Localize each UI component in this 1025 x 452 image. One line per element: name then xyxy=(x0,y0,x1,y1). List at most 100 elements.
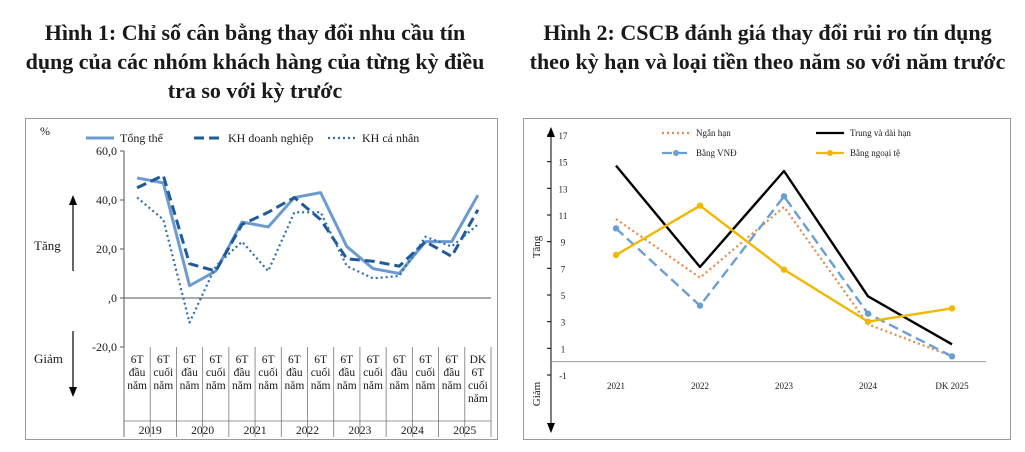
chart1-category-label: năm xyxy=(258,380,278,392)
chart1-year-label: 2020 xyxy=(191,425,214,437)
chart2-category-label: 2022 xyxy=(691,381,709,391)
chart1-category-label: 6T xyxy=(288,354,301,366)
chart1-category-label: đầu xyxy=(129,366,146,379)
chart2-ytick-label: 7 xyxy=(561,264,566,274)
chart2-category-label: 2021 xyxy=(607,381,625,391)
chart1-ytick-label: 40,0 xyxy=(96,193,117,207)
chart1-down-label: Giảm xyxy=(34,351,63,366)
chart1-year-label: 2024 xyxy=(401,425,424,437)
chart1-category-label: đầu xyxy=(339,366,356,379)
chart2-point-marker xyxy=(948,353,956,360)
chart1-ytick-label: 20,0 xyxy=(96,242,117,256)
chart1-category-label: 6T xyxy=(157,354,170,366)
chart2-point-marker xyxy=(696,302,704,309)
chart1-year-label: 2022 xyxy=(296,425,319,437)
chart2-down-label: Giảm xyxy=(531,381,543,406)
chart2-ytick-label: 17 xyxy=(559,131,569,141)
chart1-category-label: năm xyxy=(363,380,383,392)
chart1-category-label: 6T xyxy=(367,354,380,366)
chart1-year-label: 2021 xyxy=(244,425,267,437)
chart1-category-label: DK xyxy=(470,354,487,366)
chart2-legend-label: Bằng VNĐ xyxy=(696,148,737,158)
chart2-legend-marker xyxy=(673,150,679,156)
chart1-category-label: cuối xyxy=(468,379,488,392)
chart1-category-label: 6T xyxy=(314,354,327,366)
chart2-point-marker xyxy=(612,251,620,259)
chart1-category-label: 6T xyxy=(183,354,196,366)
chart2-category-label: 2023 xyxy=(775,381,794,391)
chart2-ytick-label: 15 xyxy=(559,158,569,168)
chart1-legend-label: Tổng thể xyxy=(120,131,164,145)
chart1-series-line xyxy=(136,176,480,288)
chart1-up-arrow-head xyxy=(69,195,77,205)
chart1-category-label: 6T xyxy=(393,354,406,366)
chart1-down-arrow-head xyxy=(69,387,77,397)
chart1-category-label: 6T xyxy=(419,354,432,366)
chart1-category-label: năm xyxy=(206,380,226,392)
chart1-ytick-label: ,0 xyxy=(108,291,117,305)
chart2-series-line xyxy=(615,205,953,358)
chart1-category-label: cuối xyxy=(363,366,383,379)
chart2-point-marker xyxy=(696,202,704,209)
chart2-point-marker xyxy=(612,225,620,232)
chart2-series-line xyxy=(615,195,953,358)
chart1-category-label: 6T xyxy=(445,354,458,366)
chart2-point-marker xyxy=(864,318,872,325)
chart1-year-label: 2019 xyxy=(139,425,162,437)
chart1-category-label: năm xyxy=(416,380,436,392)
chart1-category-label: năm xyxy=(337,380,357,392)
chart1-category-label: năm xyxy=(389,380,409,392)
chart1-series-line xyxy=(136,174,480,273)
chart2-point-marker xyxy=(780,266,788,273)
chart1-year-label: 2025 xyxy=(453,425,476,437)
chart1-category-label: năm xyxy=(180,380,200,392)
chart2-legend-label: Ngắn hạn xyxy=(696,128,731,138)
chart1-category-label: 6T xyxy=(340,354,353,366)
chart2-category-label: 2024 xyxy=(859,381,878,391)
chart1-category-label: cuối xyxy=(153,366,173,379)
chart2-legend-marker xyxy=(827,150,833,156)
chart1-category-label: đầu xyxy=(234,366,251,379)
chart2-series-line xyxy=(615,164,953,346)
chart1-category-label: cuối xyxy=(416,366,436,379)
chart1-category-label: năm xyxy=(127,380,147,392)
chart2-svg: 17 15 13 11 9 7 5 3 1 -1 Tăng Giảm 2021 2022 2023 2024 D… xyxy=(531,127,986,433)
chart1-category-label: năm xyxy=(442,380,462,392)
chart1-category-label: năm xyxy=(311,380,331,392)
chart2-category-label: DK 2025 xyxy=(935,381,969,391)
chart2-series-line xyxy=(615,204,953,323)
chart1-year-label: 2023 xyxy=(348,425,371,437)
chart2-ytick-label: 9 xyxy=(561,238,566,248)
chart1-category-label: năm xyxy=(153,380,173,392)
chart2-legend-label: Trung và dài hạn xyxy=(850,128,911,138)
chart1-unit-label: % xyxy=(40,124,50,138)
chart2-up-label: Tăng xyxy=(531,235,543,258)
chart1-series-line xyxy=(136,196,479,324)
figure1-title: Hình 1: Chỉ số cân bằng thay đổi nhu cầu… xyxy=(25,20,485,103)
chart2-ytick-label: 5 xyxy=(561,291,566,301)
chart1-category-label: cuối xyxy=(311,366,331,379)
chart2-ytick-label: 3 xyxy=(561,318,566,328)
chart1-category-label: đầu xyxy=(181,366,198,379)
chart1-category-label: 6T xyxy=(236,354,249,366)
chart2-ytick-label: 11 xyxy=(559,211,568,221)
chart1-category-label: cuối xyxy=(258,366,278,379)
chart1-up-label: Tăng xyxy=(34,238,61,253)
chart1-ytick-label: -20,0 xyxy=(92,340,117,354)
chart1-category-label: năm xyxy=(232,380,252,392)
chart2-ytick-label: 1 xyxy=(561,344,566,354)
chart1-legend-label: KH doanh nghiệp xyxy=(228,131,313,145)
chart1-category-label: cuối xyxy=(206,366,226,379)
figure2-title: Hình 2: CSCB đánh giá thay đổi rủi ro tí… xyxy=(529,20,1006,74)
chart2-ytick-label: -1 xyxy=(559,371,567,381)
chart2-point-marker xyxy=(780,193,788,200)
chart1-category-label: năm xyxy=(468,393,488,405)
chart1-category-label: 6T xyxy=(131,354,144,366)
chart1-category-label: năm xyxy=(284,380,304,392)
chart2-point-marker xyxy=(864,310,872,317)
chart2-ytick-label: 13 xyxy=(559,184,569,194)
chart1-panel: % 60,0 40,0 20,0,0 -20,0 Tăng Giảm 6T đầu năm 6T cu… xyxy=(25,118,498,440)
chart1-category-label: 6T xyxy=(472,367,485,379)
chart1-category-label: 6T xyxy=(209,354,222,366)
